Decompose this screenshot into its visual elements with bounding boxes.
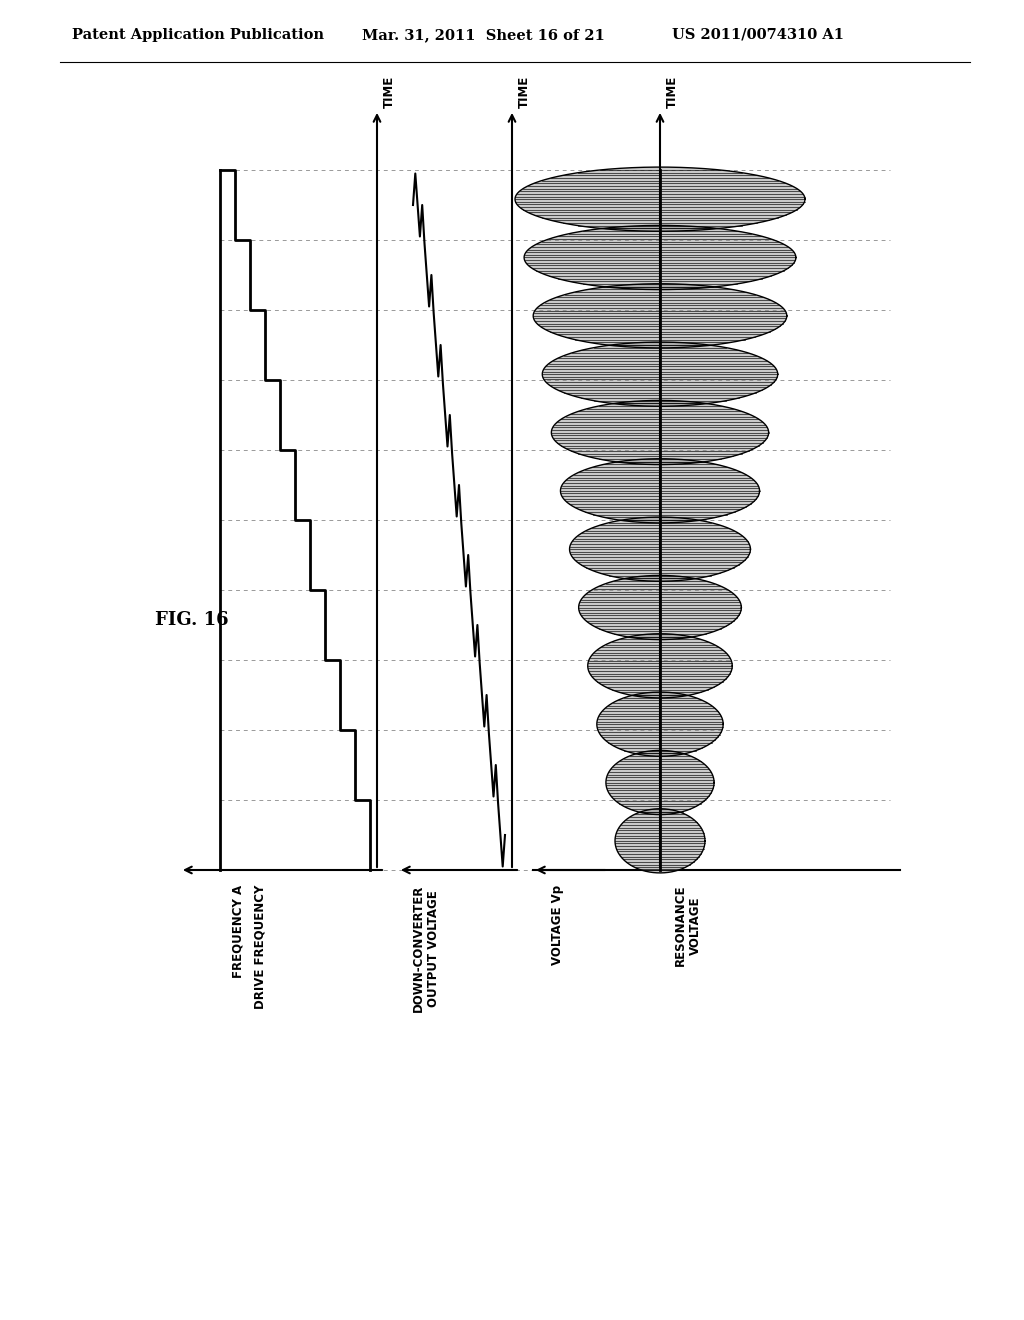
Polygon shape [551,400,769,465]
Text: TIME: TIME [518,75,531,108]
Polygon shape [615,809,705,873]
Polygon shape [560,459,760,523]
Polygon shape [588,634,732,698]
Polygon shape [543,342,777,407]
Polygon shape [579,576,741,640]
Polygon shape [569,517,751,581]
Text: TIME: TIME [666,75,679,108]
Text: US 2011/0074310 A1: US 2011/0074310 A1 [672,28,844,42]
Text: FIG. 16: FIG. 16 [155,611,228,630]
Text: Patent Application Publication: Patent Application Publication [72,28,324,42]
Text: DOWN-CONVERTER
OUTPUT VOLTAGE: DOWN-CONVERTER OUTPUT VOLTAGE [412,884,440,1012]
Text: Mar. 31, 2011  Sheet 16 of 21: Mar. 31, 2011 Sheet 16 of 21 [362,28,605,42]
Polygon shape [606,750,714,814]
Polygon shape [515,168,805,231]
Text: VOLTAGE Vp: VOLTAGE Vp [552,884,564,965]
Text: RESONANCE
VOLTAGE: RESONANCE VOLTAGE [674,884,702,966]
Text: FREQUENCY A: FREQUENCY A [231,884,245,978]
Text: DRIVE FREQUENCY: DRIVE FREQUENCY [254,884,266,1010]
Text: TIME: TIME [383,75,396,108]
Polygon shape [597,692,723,756]
Polygon shape [524,226,796,289]
Polygon shape [534,284,786,348]
